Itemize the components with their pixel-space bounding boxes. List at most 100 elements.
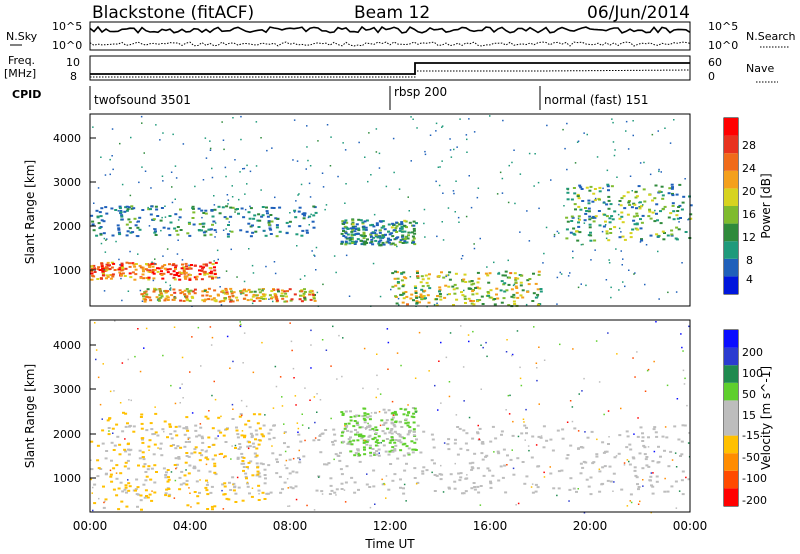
power-echo-cell <box>103 270 107 272</box>
velocity-echo-cell <box>147 465 151 468</box>
power-echo-cell <box>98 211 102 214</box>
power-ytick-2000: 2000 <box>53 220 81 233</box>
noise-right-tick-bottom: 10^0 <box>708 39 738 52</box>
velocity-echo-cell <box>105 450 109 452</box>
velocity-echo-cell <box>569 444 573 447</box>
power-echo-cell <box>502 283 506 286</box>
power-echo-cell <box>145 293 149 296</box>
power-echo-cell <box>193 292 197 295</box>
velocity-noise-cell <box>295 498 298 501</box>
velocity-echo-cell <box>431 438 435 441</box>
power-echo-cell <box>92 275 96 278</box>
velocity-echo-cell <box>352 439 356 442</box>
power-echo-cell <box>608 221 612 224</box>
velocity-noise-cell <box>678 490 681 492</box>
power-echo-cell <box>593 188 597 190</box>
power-echo-cell <box>198 269 201 272</box>
velocity-echo-cell <box>250 495 254 498</box>
power-colorbar-cell <box>724 258 738 277</box>
velocity-noise-cell <box>367 422 369 425</box>
power-echo-cell <box>588 226 592 229</box>
velocity-noise-cell <box>440 341 442 344</box>
velocity-noise-cell <box>442 491 445 493</box>
power-echo-cell <box>221 289 225 292</box>
velocity-echo-cell <box>341 431 344 434</box>
power-echo-cell <box>412 241 416 244</box>
power-echo-cell <box>410 293 414 296</box>
power-echo-cell <box>270 290 274 292</box>
velocity-echo-cell <box>663 490 667 493</box>
power-echo-cell <box>189 289 193 292</box>
power-echo-cell <box>631 228 635 231</box>
velocity-echo-cell <box>501 476 505 479</box>
velocity-echo-cell <box>358 435 361 438</box>
power-echo-cell <box>653 197 657 200</box>
velocity-echo-cell <box>556 429 560 432</box>
power-echo-cell <box>240 207 244 210</box>
velocity-noise-cell <box>647 446 650 448</box>
power-echo-cell <box>105 267 108 270</box>
velocity-echo-cell <box>329 477 333 480</box>
power-noise-cell <box>176 253 179 255</box>
power-echo-cell <box>174 267 177 270</box>
power-echo-cell <box>484 272 488 275</box>
velocity-echo-cell <box>579 472 583 475</box>
power-echo-cell <box>395 221 399 224</box>
power-echo-cell <box>313 299 317 302</box>
velocity-echo-cell <box>536 465 540 468</box>
velocity-echo-cell <box>252 445 256 448</box>
velocity-noise-cell <box>338 334 340 337</box>
velocity-echo-cell <box>601 466 605 469</box>
power-echo-cell <box>391 235 395 238</box>
power-echo-cell <box>519 281 523 284</box>
velocity-echo-cell <box>177 456 181 458</box>
velocity-echo-cell <box>213 462 217 465</box>
velocity-echo-cell <box>167 478 171 481</box>
power-echo-cell <box>201 267 204 270</box>
power-noise-cell <box>165 281 167 284</box>
power-noise-cell <box>625 120 628 123</box>
power-echo-cell <box>578 231 582 234</box>
velocity-echo-cell <box>139 494 143 497</box>
power-echo-cell <box>588 189 592 192</box>
power-echo-cell <box>202 300 206 303</box>
velocity-noise-cell <box>297 431 299 433</box>
power-echo-cell <box>656 219 659 222</box>
velocity-echo-cell <box>673 425 677 428</box>
velocity-noise-cell <box>363 439 366 442</box>
power-noise-cell <box>112 168 114 171</box>
power-echo-cell <box>270 297 273 300</box>
power-echo-cell <box>97 266 101 269</box>
power-noise-cell <box>306 146 308 148</box>
power-echo-cell <box>463 295 467 298</box>
power-echo-cell <box>285 295 288 298</box>
velocity-noise-cell <box>102 363 104 365</box>
power-echo-cell <box>270 220 274 223</box>
velocity-noise-cell <box>449 332 452 334</box>
power-noise-cell <box>513 283 516 286</box>
power-echo-cell <box>188 234 192 237</box>
power-noise-cell <box>673 119 675 121</box>
power-echo-cell <box>439 298 443 301</box>
power-echo-cell <box>125 223 129 226</box>
power-noise-cell <box>268 298 270 300</box>
velocity-noise-cell <box>415 483 418 485</box>
power-noise-cell <box>115 240 117 243</box>
power-echo-cell <box>235 296 239 299</box>
power-echo-cell <box>415 222 418 225</box>
power-echo-cell <box>214 261 218 264</box>
power-echo-cell <box>142 295 145 298</box>
power-echo-cell <box>145 277 149 279</box>
velocity-echo-cell <box>140 508 143 511</box>
power-echo-cell <box>231 300 235 303</box>
power-echo-cell <box>213 299 217 302</box>
velocity-noise-cell <box>620 407 622 410</box>
power-echo-cell <box>464 302 467 304</box>
velocity-noise-cell <box>369 506 372 509</box>
velocity-noise-cell <box>666 384 669 387</box>
velocity-noise-cell <box>511 353 514 356</box>
velocity-noise-cell <box>527 445 530 447</box>
velocity-noise-cell <box>598 381 601 383</box>
power-echo-cell <box>420 288 424 291</box>
power-echo-cell <box>587 199 591 202</box>
